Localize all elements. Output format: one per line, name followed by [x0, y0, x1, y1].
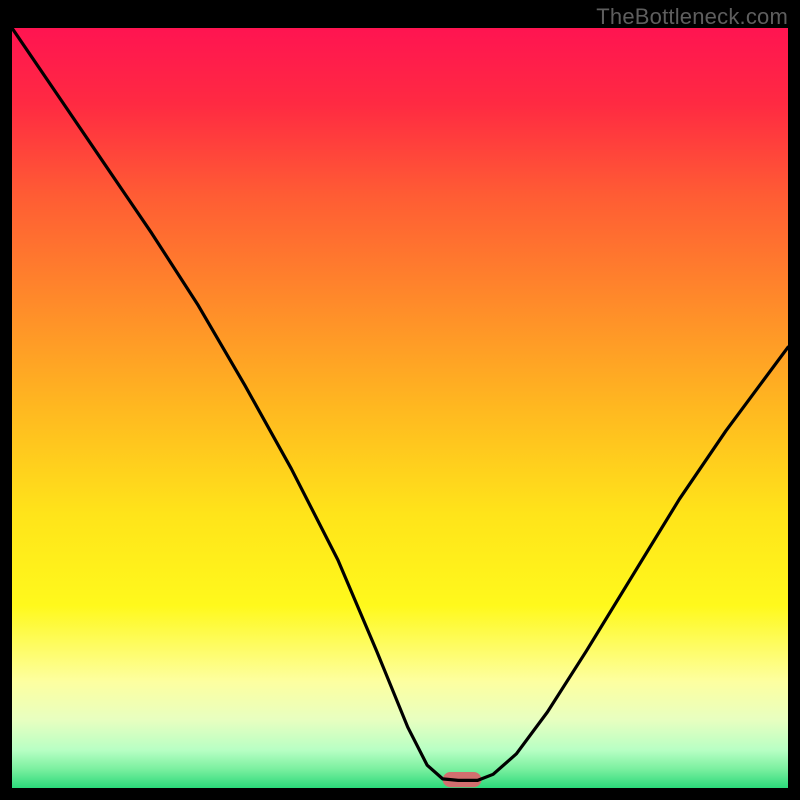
plot-area [12, 28, 788, 788]
bottleneck-curve [12, 28, 788, 780]
canvas-root: TheBottleneck.com [0, 0, 800, 800]
watermark-text: TheBottleneck.com [596, 4, 788, 30]
plot-svg [12, 28, 788, 788]
